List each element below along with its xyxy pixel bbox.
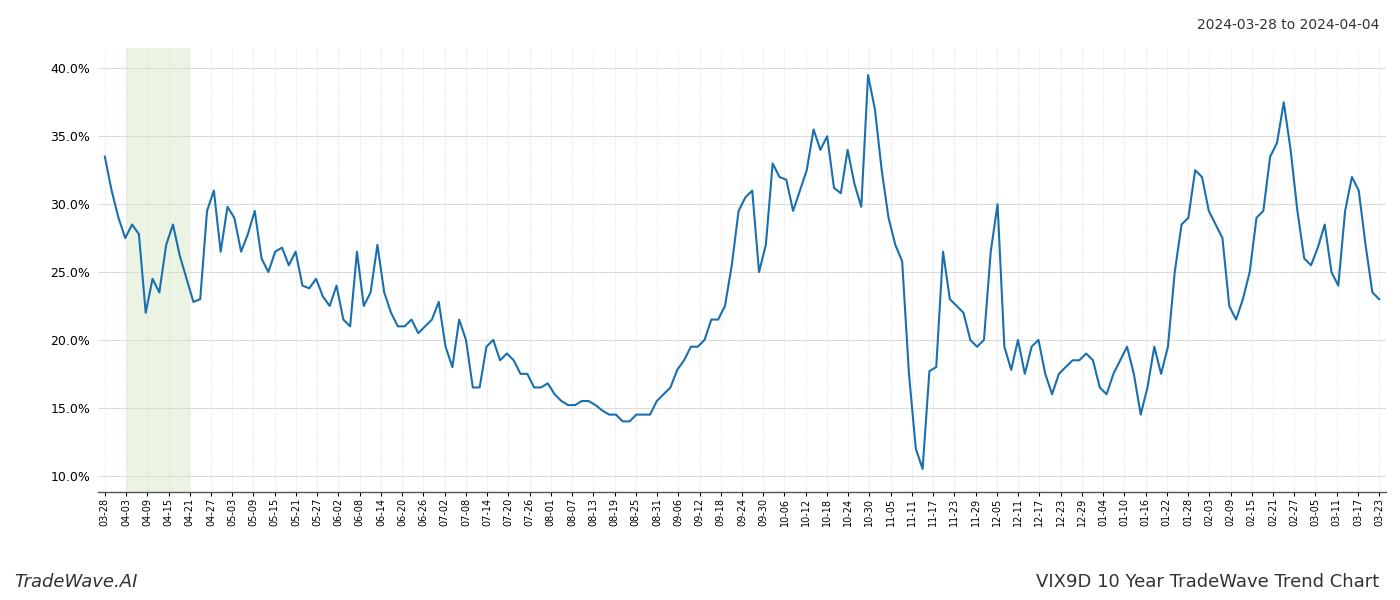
Bar (126, 48, 190, 492)
Text: TradeWave.AI: TradeWave.AI (14, 573, 137, 591)
Text: 2024-03-28 to 2024-04-04: 2024-03-28 to 2024-04-04 (1197, 18, 1379, 32)
Text: VIX9D 10 Year TradeWave Trend Chart: VIX9D 10 Year TradeWave Trend Chart (1036, 573, 1379, 591)
